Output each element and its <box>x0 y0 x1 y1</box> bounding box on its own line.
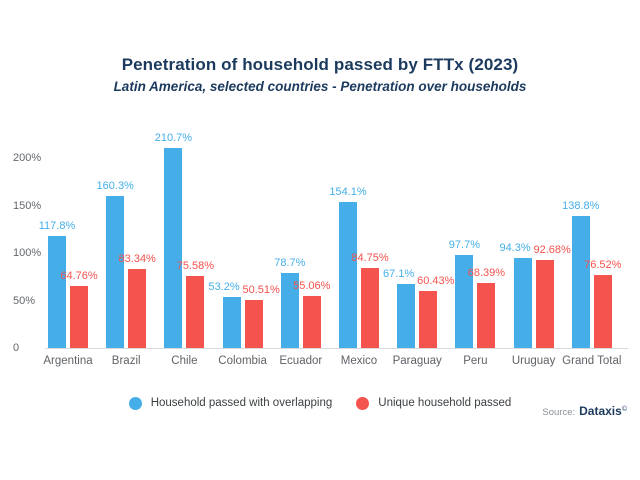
x-category-label: Paraguay <box>392 355 442 367</box>
legend-label-overlapping: Household passed with overlapping <box>150 397 333 409</box>
bar-value-label: 84.75% <box>351 251 389 264</box>
bar-unique-4 <box>302 295 321 348</box>
bar-overlapping-8 <box>513 258 532 348</box>
bar-value-label: 160.3% <box>96 179 134 192</box>
bar-value-label: 55.06% <box>293 279 331 292</box>
bar-value-label: 210.7% <box>154 131 193 144</box>
x-axis: Argentina Brazil Chile Colombia Ecuador Mexic… <box>43 349 628 373</box>
bar-unique-7 <box>477 283 496 348</box>
bar-value-label: 97.7% <box>448 239 480 252</box>
y-tick-label: 50% <box>13 294 36 307</box>
bar-unique-9 <box>593 275 612 348</box>
legend-dot-blue-icon <box>128 396 142 410</box>
bar-value-label: 60.43% <box>417 274 455 287</box>
y-tick-label: 100% <box>13 247 42 259</box>
x-category-label: Ecuador <box>279 355 323 367</box>
x-category-label: Chile <box>171 355 198 367</box>
legend-item-unique: Unique household passed <box>356 396 512 410</box>
bar-value-label: 154.1% <box>329 185 367 198</box>
bar-overlapping-5 <box>339 201 357 348</box>
chart-title: Penetration of household passed by FTTx … <box>121 55 519 74</box>
source-note: Source: Dataxis© <box>542 404 627 418</box>
source-brand: Dataxis <box>579 404 622 418</box>
bar-overlapping-7 <box>455 255 474 348</box>
bar-value-label: 68.39% <box>467 267 506 280</box>
y-tick-label: 200% <box>13 152 42 164</box>
bar-unique-8 <box>535 259 554 348</box>
bar-value-label: 117.8% <box>38 220 76 233</box>
y-tick-label: 0 <box>13 342 20 354</box>
x-category-label: Colombia <box>218 355 267 367</box>
bar-overlapping-4 <box>280 273 299 348</box>
bar-value-label: 92.68% <box>533 243 571 256</box>
bar-value-label: 50.51% <box>242 284 280 297</box>
chart-subtitle: Latin America, selected countries - Pene… <box>113 79 527 94</box>
x-category-label: Mexico <box>340 355 378 367</box>
bar-unique-5 <box>361 267 379 348</box>
x-category-label: Uruguay <box>511 355 556 367</box>
x-category-label: Grand Total <box>562 355 622 367</box>
y-tick-label: 150% <box>13 199 42 212</box>
bar-overlapping-6 <box>397 284 416 348</box>
bar-value-label: 138.8% <box>562 200 600 213</box>
bar-value-label: 94.3% <box>499 242 531 255</box>
bar-value-label: 83.34% <box>118 252 156 265</box>
x-category-label: Argentina <box>43 355 93 367</box>
legend: Household passed with overlapping Unique… <box>0 395 640 411</box>
bar-unique-0 <box>70 286 88 348</box>
bar-unique-2 <box>186 276 205 348</box>
bar-overlapping-0 <box>48 236 66 348</box>
bar-overlapping-9 <box>571 216 590 348</box>
bar-overlapping-1 <box>106 195 125 348</box>
y-axis: 0 50% 100% 150% 200% <box>0 133 42 354</box>
legend-item-overlapping: Household passed with overlapping <box>128 396 333 410</box>
x-category-label: Peru <box>463 355 488 367</box>
bar-unique-3 <box>244 300 263 348</box>
bar-unique-6 <box>419 290 438 348</box>
plot-area: 117.8% 64.76% 160.3% 83.34% 210.7% 75.58% 53.2… <box>39 131 628 349</box>
legend-label-unique: Unique household passed <box>378 397 512 409</box>
bar-overlapping-2 <box>164 147 183 348</box>
bar-value-label: 76.52% <box>584 259 622 272</box>
source-prefix: Source: <box>542 407 576 418</box>
bar-overlapping-3 <box>222 297 241 348</box>
bar-value-label: 64.76% <box>60 270 98 283</box>
bar-value-label: 67.1% <box>383 268 415 281</box>
copyright-icon: © <box>621 405 627 413</box>
legend-dot-red-icon <box>356 396 370 410</box>
x-category-label: Brazil <box>111 355 141 367</box>
bar-unique-1 <box>128 268 147 348</box>
bar-value-label: 78.7% <box>274 257 306 270</box>
bar-value-label: 75.58% <box>176 260 215 273</box>
bar-value-label: 53.2% <box>208 281 240 294</box>
bar-chart: 0 50% 100% 150% 200% 117.8% 64.76% 160.3% 83.34… <box>0 131 640 378</box>
